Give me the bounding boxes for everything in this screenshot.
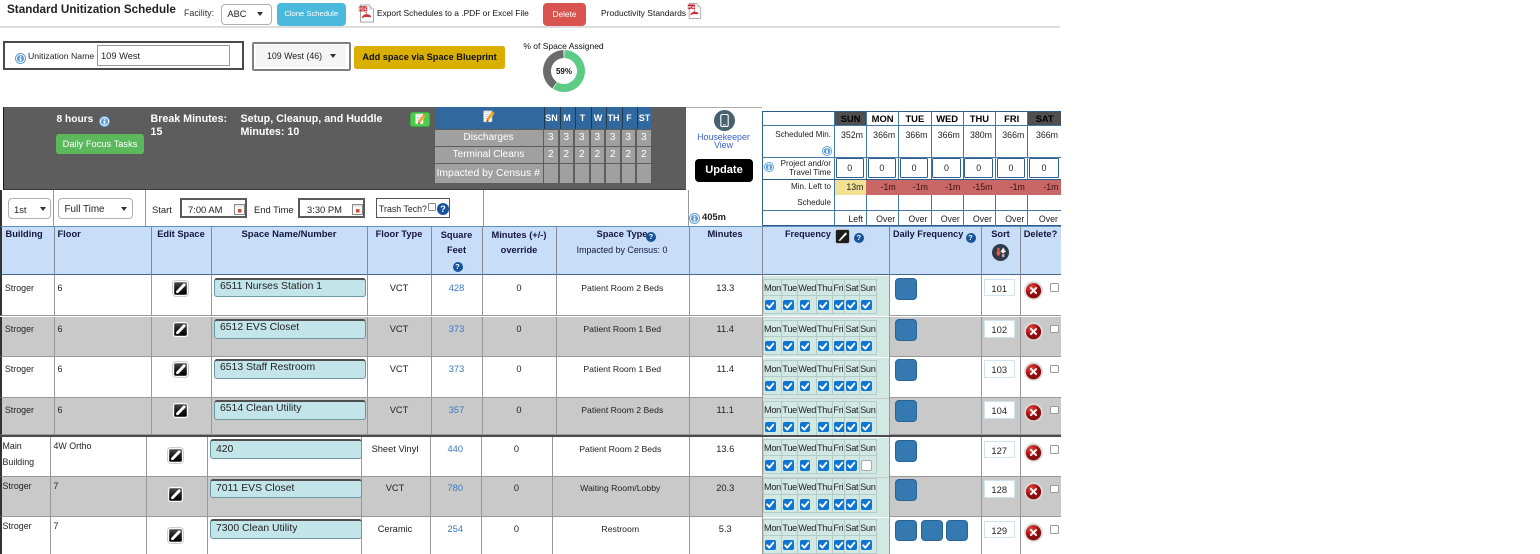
svg-text:PDF: PDF <box>359 7 368 12</box>
svg-text:PDF: PDF <box>688 4 696 9</box>
svg-text:59%: 59% <box>556 67 572 76</box>
